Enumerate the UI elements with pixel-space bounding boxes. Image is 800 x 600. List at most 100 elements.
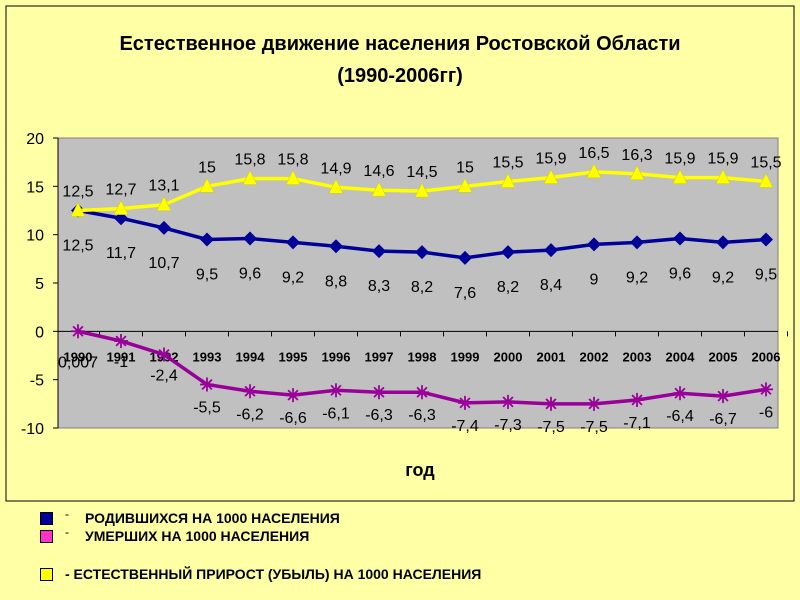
data-label: 15,9	[707, 151, 738, 168]
data-label: 15,8	[277, 152, 308, 169]
data-label: 8,2	[497, 279, 519, 296]
data-point	[243, 231, 257, 246]
data-label: 15,9	[535, 151, 566, 168]
data-point	[457, 177, 473, 193]
data-label: -6,3	[408, 407, 436, 424]
data-point	[286, 388, 300, 403]
data-point	[672, 169, 688, 184]
data-point	[587, 237, 601, 252]
y-tick-label: -10	[21, 421, 44, 438]
data-label: 8,3	[368, 278, 390, 295]
data-point	[673, 231, 687, 246]
data-point	[758, 172, 774, 188]
data-label: -7,5	[537, 419, 565, 436]
legend-item-births: - РОДИВШИХСЯ НА 1000 НАСЕЛЕНИЯ	[40, 507, 340, 526]
data-label: 15,8	[234, 152, 265, 169]
data-point	[415, 385, 429, 400]
data-point	[630, 235, 644, 250]
data-label: -6,3	[365, 407, 393, 424]
data-label: 8,4	[540, 277, 562, 294]
data-label: -7,4	[451, 418, 479, 435]
x-tick-label: 2002	[580, 349, 609, 364]
data-point	[759, 232, 773, 247]
data-label: 8,2	[411, 279, 433, 296]
data-point	[157, 347, 171, 362]
data-label: 9	[590, 271, 599, 288]
data-point	[243, 384, 257, 399]
data-label: 12,7	[105, 182, 136, 199]
data-point	[458, 250, 472, 265]
data-label: 9,2	[626, 269, 648, 286]
legend-swatch-growth	[40, 567, 53, 581]
data-point	[285, 170, 301, 185]
x-tick-label: 1993	[193, 349, 222, 364]
legend-item-deaths: - УМЕРШИХ НА 1000 НАСЕЛЕНИЯ	[40, 525, 310, 544]
data-label: -6,7	[709, 411, 737, 428]
data-label: -7,3	[494, 417, 522, 434]
legend-item-growth: - ЕСТЕСТВЕННЫЙ ПРИРОСТ (УБЫЛЬ) НА 1000 Н…	[40, 566, 481, 582]
data-label: 14,5	[406, 164, 437, 181]
legend-dash: -	[65, 507, 69, 521]
data-point	[329, 239, 343, 254]
data-label: 14,6	[363, 163, 394, 180]
data-label: -5,5	[193, 400, 221, 417]
data-point	[759, 382, 773, 397]
data-label: 16,5	[578, 145, 609, 162]
data-point	[199, 177, 215, 193]
legend-dash: -	[65, 525, 69, 539]
data-label: 15,9	[664, 151, 695, 168]
data-label: 15,5	[492, 155, 523, 172]
y-tick-label: 15	[26, 179, 44, 196]
data-label: -6,6	[279, 410, 307, 427]
data-point	[544, 243, 558, 258]
x-tick-label: 2000	[494, 349, 523, 364]
data-label: 15	[456, 159, 474, 176]
data-label: 0,007	[58, 354, 98, 371]
data-point	[544, 396, 558, 411]
legend: - РОДИВШИХСЯ НА 1000 НАСЕЛЕНИЯ - УМЕРШИХ…	[40, 507, 780, 594]
data-label: 7,6	[454, 285, 476, 302]
data-label: 9,6	[239, 266, 261, 283]
y-tick-label: 0	[35, 324, 44, 341]
data-point	[673, 386, 687, 401]
chart-title: Естественное движение населения Ростовск…	[119, 33, 680, 55]
data-point	[371, 181, 387, 197]
data-point	[587, 396, 601, 411]
data-label: 11,7	[106, 245, 136, 262]
data-label: -2,4	[150, 368, 178, 385]
y-tick-label: 20	[26, 131, 44, 148]
data-label: 10,7	[148, 255, 179, 272]
data-point	[629, 165, 645, 181]
x-tick-label: 2006	[752, 349, 781, 364]
data-label: -1	[114, 354, 128, 371]
x-tick-label: 1999	[451, 349, 480, 364]
data-label: -6,1	[322, 405, 350, 422]
data-point	[70, 201, 86, 217]
data-label: 9,6	[669, 266, 691, 283]
x-tick-label: 1995	[279, 349, 308, 364]
legend-label-deaths: УМЕРШИХ НА 1000 НАСЕЛЕНИЯ	[85, 528, 310, 544]
data-point	[242, 170, 258, 185]
data-point	[500, 172, 516, 188]
x-tick-label: 2003	[623, 349, 652, 364]
data-label: 15,5	[750, 155, 781, 172]
data-point	[716, 389, 730, 404]
legend-swatch-births	[40, 511, 53, 525]
data-point	[157, 220, 171, 235]
x-tick-label: 2005	[709, 349, 738, 364]
data-point	[716, 235, 730, 250]
data-label: 9,2	[712, 269, 734, 286]
data-point	[501, 245, 515, 260]
data-label: -6,4	[666, 408, 694, 425]
data-point	[415, 245, 429, 260]
data-point	[113, 200, 129, 215]
x-tick-label: 2004	[666, 349, 696, 364]
data-point	[71, 324, 85, 339]
data-label: -7,1	[623, 415, 651, 432]
data-point	[501, 394, 515, 409]
data-point	[114, 334, 128, 348]
data-point	[156, 196, 172, 211]
legend-label-births: РОДИВШИХСЯ НА 1000 НАСЕЛЕНИЯ	[85, 510, 340, 526]
x-tick-label: 1991	[107, 349, 136, 364]
